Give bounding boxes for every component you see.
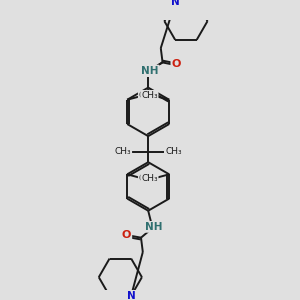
Text: CH₃: CH₃ <box>141 174 158 183</box>
Text: O: O <box>122 230 131 240</box>
Text: NH: NH <box>145 222 162 232</box>
Text: O: O <box>171 59 181 69</box>
Text: CH₃: CH₃ <box>139 91 155 100</box>
Text: CH₃: CH₃ <box>115 147 131 156</box>
Text: N: N <box>127 291 136 300</box>
Text: N: N <box>171 0 179 8</box>
Text: NH: NH <box>141 65 159 76</box>
Text: CH₃: CH₃ <box>139 174 155 183</box>
Text: CH₃: CH₃ <box>141 91 158 100</box>
Text: CH₃: CH₃ <box>165 147 182 156</box>
